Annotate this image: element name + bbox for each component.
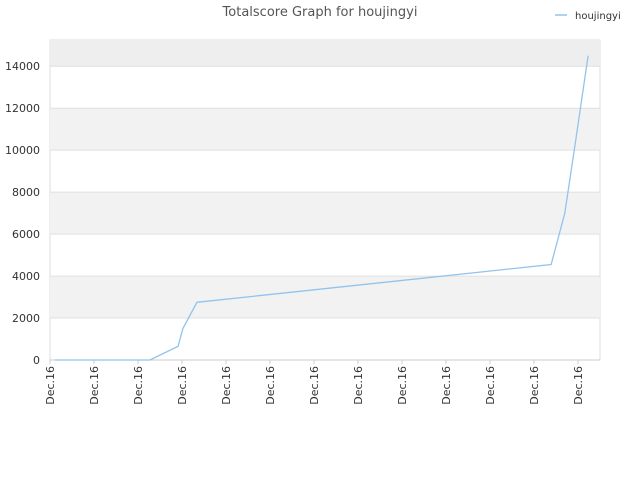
y-tick-label: 8000 [12,186,40,199]
x-tick-label: Dec.16 [220,366,233,405]
y-tick-label: 10000 [5,144,40,157]
y-tick-label: 12000 [5,102,40,115]
x-tick-label: Dec.16 [132,366,145,405]
y-tick-label: 6000 [12,228,40,241]
x-tick-label: Dec.16 [528,366,541,405]
x-tick-label: Dec.16 [308,366,321,405]
x-tick-label: Dec.16 [88,366,101,405]
legend-label: houjingyi [575,11,621,22]
y-tick-label: 2000 [12,312,40,325]
grid-band [50,192,600,235]
x-tick-label: Dec.16 [484,366,497,405]
y-tick-label: 14000 [5,60,40,73]
line-series [54,55,589,361]
x-tick-label: Dec.16 [44,366,57,405]
x-tick-label: Dec.16 [352,366,365,405]
y-tick-label: 0 [33,354,40,367]
x-tick-label: Dec.16 [572,366,585,405]
grid-band [50,276,600,319]
y-tick-label: 4000 [12,270,40,283]
x-tick-label: Dec.16 [176,366,189,405]
x-tick-label: Dec.16 [264,366,277,405]
grid-band [50,40,600,67]
x-tick-label: Dec.16 [440,366,453,405]
x-tick-label: Dec.16 [396,366,409,405]
grid-band [50,108,600,151]
chart-title: Totalscore Graph for houjingyi [222,5,418,20]
